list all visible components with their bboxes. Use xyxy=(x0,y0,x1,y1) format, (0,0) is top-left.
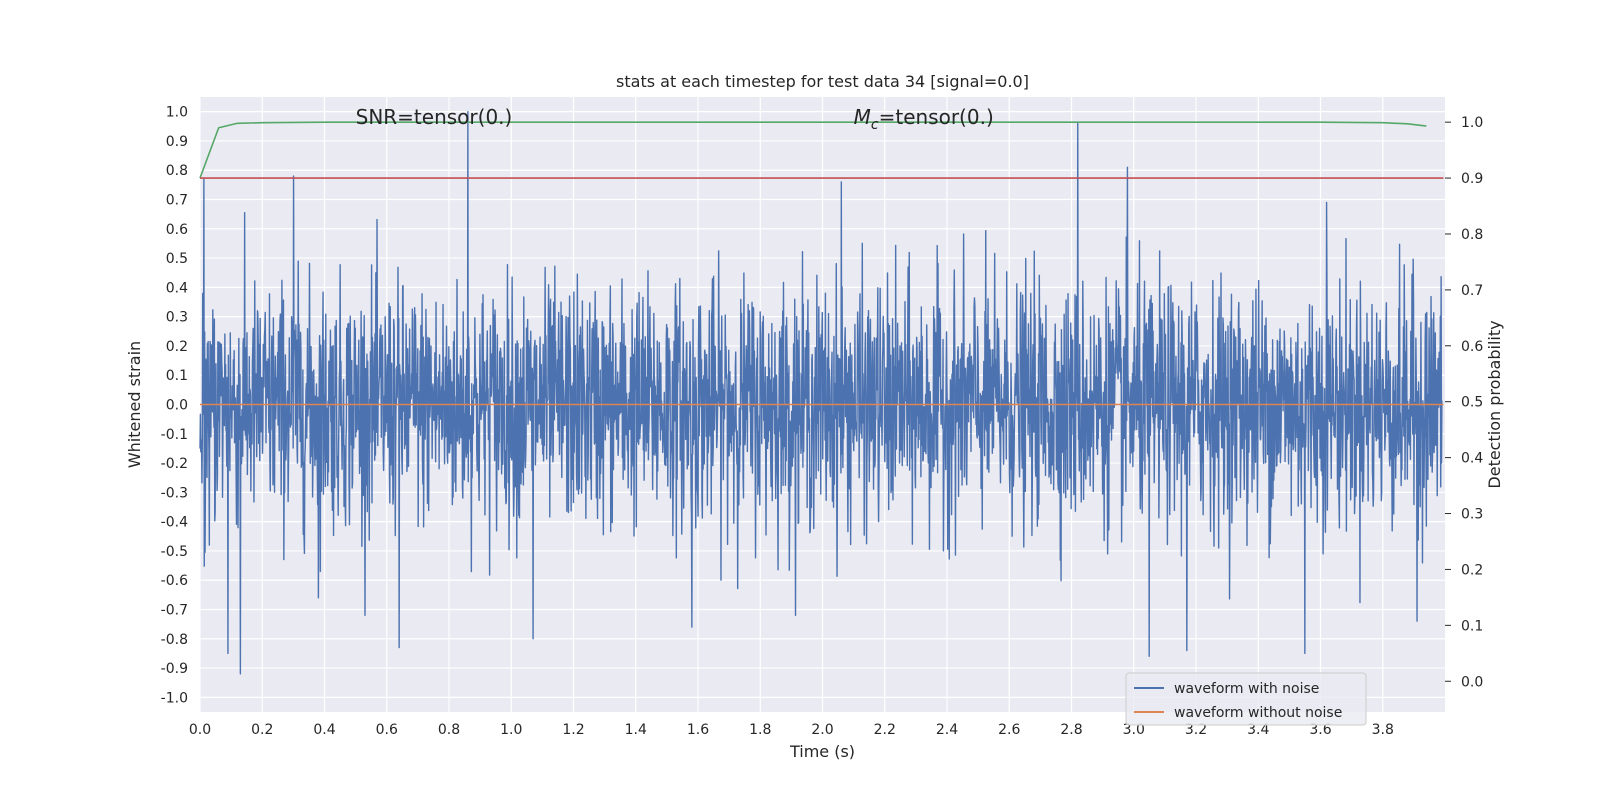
x-tick-label: 2.0 xyxy=(811,722,833,738)
y-tick-label: -0.7 xyxy=(161,603,188,619)
y2-tick-label: 0.7 xyxy=(1461,283,1483,299)
x-tick-label: 2.2 xyxy=(874,722,896,738)
series-line-detection-probability xyxy=(199,121,1427,179)
x-tick-label: 1.4 xyxy=(625,722,647,738)
x-tick-label: 3.2 xyxy=(1185,722,1207,738)
y-tick-label: 0.3 xyxy=(166,310,188,326)
x-tick-label: 2.8 xyxy=(1060,722,1082,738)
x-tick-label: 0.2 xyxy=(251,722,273,738)
noise-waveform-layer xyxy=(199,110,1443,675)
y2-tick-label: 0.8 xyxy=(1461,227,1483,243)
y-tick-label: -0.4 xyxy=(161,515,188,531)
y-tick-label: 0.8 xyxy=(166,163,188,179)
x-tick-label: 3.8 xyxy=(1372,722,1394,738)
x-tick-label: 0.4 xyxy=(313,722,335,738)
y-tick-label: -0.3 xyxy=(161,485,188,501)
y-tick-label: 0.4 xyxy=(166,280,188,296)
y-tick-label: -1.0 xyxy=(161,690,188,706)
x-tick-label: 3.4 xyxy=(1247,722,1269,738)
x-axis-label: Time (s) xyxy=(789,742,855,761)
y2-tick-label: 0.6 xyxy=(1461,339,1483,355)
x-tick-label: 1.6 xyxy=(687,722,709,738)
y2-tick-label: 0.9 xyxy=(1461,171,1483,187)
y-tick-label: 0.5 xyxy=(166,251,188,267)
legend-label-noise: waveform with noise xyxy=(1174,681,1319,697)
y2-tick-label: 0.5 xyxy=(1461,395,1483,411)
y-tick-label: 1.0 xyxy=(166,105,188,121)
x-tick-label: 0.8 xyxy=(438,722,460,738)
y2-tick-label: 0.2 xyxy=(1461,562,1483,578)
y-axis-label: Whitened strain xyxy=(125,341,144,468)
y-tick-label: -0.6 xyxy=(161,573,188,589)
y-tick-label: -0.1 xyxy=(161,427,188,443)
x-tick-label: 3.6 xyxy=(1309,722,1331,738)
chirp-mass-value: =tensor(0.) xyxy=(879,105,994,129)
y-tick-label: -0.8 xyxy=(161,632,188,648)
x-tick-label: 1.0 xyxy=(500,722,522,738)
x-tick-label: 3.0 xyxy=(1123,722,1145,738)
legend-box xyxy=(1125,672,1367,726)
y-tick-label: -0.9 xyxy=(161,661,188,677)
y-tick-label: 0.7 xyxy=(166,193,188,209)
y-tick-label: 0.1 xyxy=(166,368,188,384)
y-tick-label: -0.5 xyxy=(161,544,188,560)
y2-tick-label: 0.0 xyxy=(1461,674,1483,690)
x-tick-label: 0.6 xyxy=(376,722,398,738)
legend-label-clean: waveform without noise xyxy=(1174,705,1342,721)
y2-tick-label: 0.1 xyxy=(1461,618,1483,634)
y-tick-label: 0.0 xyxy=(166,398,188,414)
y2-tick-label: 0.3 xyxy=(1461,507,1483,523)
chirp-mass-subscript: c xyxy=(871,117,879,133)
x-tick-label: 0.0 xyxy=(189,722,211,738)
y2-axis-label: Detection probability xyxy=(1485,320,1504,488)
chart-title: stats at each timestep for test data 34 … xyxy=(616,72,1029,91)
series-line-waveform-with-noise xyxy=(199,110,1443,675)
legend: waveform with noise waveform without noi… xyxy=(1125,672,1367,726)
y-tick-label: 0.9 xyxy=(166,134,188,150)
lines-layer xyxy=(199,121,1444,406)
y2-tick-label: 0.4 xyxy=(1461,451,1483,467)
x-tick-label: 2.4 xyxy=(936,722,958,738)
axes-layer: 0.0 0.2 0.4 0.6 0.8 1.0 1.2 1.4 1.6 1.8 2.0 2.2 2.4 2… xyxy=(161,105,1484,738)
x-tick-label: 1.2 xyxy=(562,722,584,738)
snr-annotation: SNR=tensor(0.) xyxy=(356,105,513,129)
x-tick-label: 1.8 xyxy=(749,722,771,738)
chirp-mass-symbol: M xyxy=(854,105,871,129)
y2-tick-label: 1.0 xyxy=(1461,115,1483,131)
chirp-mass-annotation: Mc=tensor(0.) xyxy=(854,105,994,133)
y-tick-label: 0.6 xyxy=(166,222,188,238)
y-tick-label: -0.2 xyxy=(161,456,188,472)
y-tick-label: 0.2 xyxy=(166,339,188,355)
x-tick-label: 2.6 xyxy=(998,722,1020,738)
